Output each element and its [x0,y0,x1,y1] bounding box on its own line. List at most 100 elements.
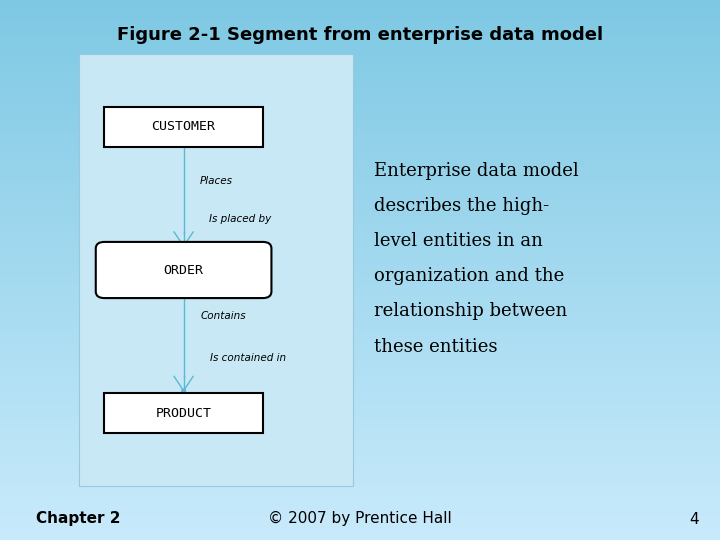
Bar [0,267,720,270]
Bar [0,472,720,475]
Bar [0,389,720,392]
Text: 4: 4 [689,511,698,526]
Bar [0,221,720,224]
Bar [0,351,720,354]
Bar [0,178,720,181]
Bar [0,235,720,238]
Bar [0,281,720,284]
Bar [0,300,720,302]
Bar [0,524,720,526]
Bar [0,305,720,308]
Bar [0,313,720,316]
Bar [0,40,720,43]
Bar [0,329,720,332]
Bar [0,19,720,22]
Bar [0,216,720,219]
Bar [0,405,720,408]
Bar [0,119,720,122]
Bar [0,240,720,243]
Bar [0,205,720,208]
Text: PRODUCT: PRODUCT [156,407,212,420]
Bar [0,22,720,24]
Bar [0,59,720,62]
Bar [0,508,720,510]
Text: Figure 2-1 Segment from enterprise data model: Figure 2-1 Segment from enterprise data … [117,26,603,44]
Bar [0,381,720,383]
Bar [0,122,720,124]
Bar [0,27,720,30]
Bar [0,81,720,84]
Bar [0,464,720,467]
Bar [0,243,720,246]
Bar [0,200,720,202]
Text: © 2007 by Prentice Hall: © 2007 by Prentice Hall [268,511,452,526]
Bar [0,0,720,3]
Bar [0,3,720,5]
Bar [0,143,720,146]
Bar [0,456,720,459]
Bar [0,219,720,221]
Bar [0,373,720,375]
Bar [0,516,720,518]
Bar [0,256,720,259]
Bar [0,310,720,313]
Text: these entities: these entities [374,338,498,355]
Bar [0,416,720,418]
Bar [0,170,720,173]
Bar [0,429,720,432]
Text: ORDER: ORDER [163,264,204,276]
Bar [0,462,720,464]
Bar [0,359,720,362]
Bar [0,402,720,405]
Bar [0,254,720,256]
Bar [0,346,720,348]
Bar [0,505,720,508]
Bar [0,340,720,343]
Bar [0,338,720,340]
Bar [0,162,720,165]
Bar [0,537,720,540]
Bar [0,286,720,289]
Bar [0,16,720,19]
Bar [0,146,720,148]
Bar [0,489,720,491]
Bar [0,265,720,267]
Bar [0,386,720,389]
FancyBboxPatch shape [104,393,263,433]
Bar [0,375,720,378]
Bar [0,167,720,170]
Bar [0,57,720,59]
Bar [0,481,720,483]
Text: Contains: Contains [200,311,246,321]
Bar [0,446,720,448]
Bar [0,262,720,265]
Bar [0,89,720,92]
Text: Is contained in: Is contained in [210,353,287,363]
Bar [0,103,720,105]
Text: relationship between: relationship between [374,302,567,320]
Bar [0,297,720,300]
Bar [0,454,720,456]
Text: level entities in an: level entities in an [374,232,544,250]
Bar [0,335,720,338]
Bar [0,197,720,200]
Bar [0,248,720,251]
Bar [0,211,720,213]
Bar [0,424,720,427]
Bar [0,108,720,111]
Bar [0,124,720,127]
Bar [0,502,720,505]
Bar [0,32,720,35]
Bar [0,275,720,278]
Bar [0,400,720,402]
Text: Is placed by: Is placed by [209,214,271,224]
Bar [0,181,720,184]
Bar [0,302,720,305]
Bar [0,510,720,513]
Bar [0,397,720,400]
Bar [0,5,720,8]
Bar [0,208,720,211]
Bar [0,378,720,381]
Bar [0,497,720,500]
Text: Enterprise data model: Enterprise data model [374,162,579,180]
